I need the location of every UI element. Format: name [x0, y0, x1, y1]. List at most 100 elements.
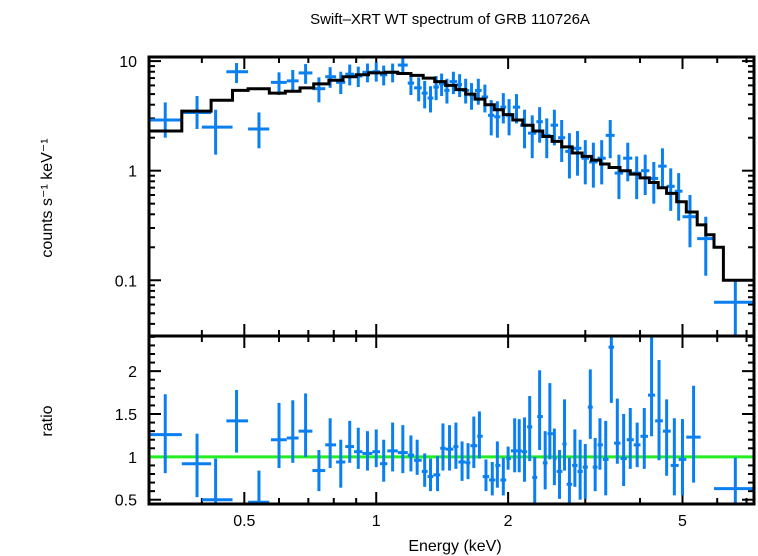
spectrum-data-point: [226, 63, 249, 84]
ratio-data-point: [517, 419, 522, 473]
ratio-data-point: [608, 336, 615, 403]
ratio-data-point: [556, 450, 563, 499]
ratio-data-point: [678, 419, 687, 496]
ratio-data-point: [537, 370, 543, 450]
ratio-data-point: [345, 420, 355, 463]
ratio-data-point: [670, 418, 679, 496]
ratio-data-point: [458, 441, 466, 481]
ratio-data-point: [521, 417, 528, 482]
ratio-data-point: [620, 414, 627, 486]
spectrum-data-point: [336, 71, 346, 95]
spectrum-data-point: [345, 64, 355, 86]
ratio-data-point: [286, 400, 299, 463]
spectrum-data-point: [550, 109, 559, 146]
spectrum-data-point: [427, 86, 434, 113]
spectrum-data-point: [270, 72, 287, 96]
ratio-y-axis-label: ratio: [39, 405, 56, 436]
ratio-data-point: [542, 431, 548, 490]
plot-frames: [147, 55, 756, 506]
spectrum-data-points: [149, 57, 754, 336]
spectrum-data-point: [248, 112, 270, 149]
ratio-data-point: [572, 429, 578, 487]
model-curve: [149, 70, 754, 282]
ratio-data-point: [362, 431, 373, 471]
x-tick-label: 1: [372, 513, 381, 530]
ratio-data-point: [433, 456, 441, 492]
ratio-data-point: [414, 439, 422, 475]
y-tick-label: 0.1: [115, 273, 137, 290]
ratio-data-point: [421, 453, 428, 487]
spectrum-data-point: [449, 71, 458, 95]
spectrum-data-point: [614, 154, 624, 200]
x-axis-label: Energy (keV): [408, 538, 501, 555]
spectrum-data-point: [658, 148, 667, 188]
ratio-data-point: [714, 457, 754, 504]
ratio-data-point: [500, 457, 507, 496]
spectrum-data-point: [536, 107, 543, 143]
ratio-data-point: [298, 393, 313, 457]
ratio-data-point: [597, 418, 603, 470]
ratio-data-point: [532, 456, 538, 504]
ratio-data-point: [510, 418, 518, 473]
model-curve-group: [149, 70, 754, 282]
ratio-data-point: [662, 399, 671, 476]
spectrum-data-point: [581, 140, 590, 185]
x-ticks: 0.5 1 2 5: [200, 57, 748, 530]
spectrum-data-point: [312, 77, 326, 103]
ratio-panel-frame: [147, 334, 756, 506]
ratio-data-point: [552, 428, 557, 486]
ratio-data-point: [506, 446, 511, 470]
ratio-data-point: [477, 411, 483, 459]
spectrum-y-axis-label: counts s⁻¹ keV⁻¹: [39, 138, 56, 257]
ratio-data-point: [633, 422, 641, 468]
spectrum-data-point: [474, 78, 482, 105]
spectrum-data-point: [714, 280, 754, 336]
ratio-data-point: [547, 383, 553, 460]
spectrum-data-point: [674, 173, 683, 221]
ratio-data-point: [325, 418, 337, 468]
ratio-data-point: [495, 441, 501, 488]
spectrum-data-point: [397, 57, 408, 75]
ratio-data-point: [592, 438, 598, 492]
ratio-data-point: [527, 396, 533, 462]
ratio-data-point: [582, 444, 588, 499]
spectrum-data-point: [379, 65, 388, 86]
ratio-data-point: [465, 443, 471, 480]
ratio-data-point: [354, 427, 363, 469]
ratio-data-point: [453, 422, 459, 469]
ratio-data-point: [489, 462, 496, 496]
ratio-data-point: [626, 408, 634, 469]
chart-title: Swift–XRT WT spectrum of GRB 110726A: [310, 11, 590, 28]
x-tick-label: 0.5: [233, 513, 255, 530]
ratio-data-point: [686, 385, 701, 483]
spectrum-data-point: [494, 101, 501, 138]
ratio-data-point: [149, 394, 182, 474]
ratio-data-point: [440, 423, 446, 471]
ratio-data-point: [407, 435, 415, 472]
x-tick-label: 2: [504, 513, 513, 530]
ratio-tick-label: 2: [128, 364, 137, 381]
ratio-data-point: [482, 459, 490, 492]
ratio-data-point: [397, 425, 408, 474]
ratio-data-point: [640, 408, 648, 469]
spectrum-data-point: [682, 194, 698, 248]
ratio-data-point: [201, 458, 233, 504]
ratio-data-point: [445, 425, 454, 471]
ratio-data-point: [587, 369, 593, 439]
ratio-tick-label: 1.5: [115, 407, 137, 424]
ratio-data-point: [312, 450, 326, 492]
spectrum-data-point: [298, 64, 313, 84]
ratio-data-point: [248, 470, 270, 504]
spectrum-data-point: [527, 115, 537, 159]
spectrum-data-point: [414, 77, 422, 102]
ratio-data-point: [387, 422, 398, 472]
spectrum-panel-frame: [147, 55, 756, 338]
ratio-tick-label: 1: [128, 450, 137, 467]
ratio-data-point: [602, 420, 609, 496]
spectrum-data-point: [286, 69, 299, 93]
y-tick-label: 10: [119, 54, 137, 71]
ratio-data-points: [149, 336, 754, 504]
spectrum-data-point: [520, 109, 528, 149]
ratio-data-point: [614, 398, 621, 464]
